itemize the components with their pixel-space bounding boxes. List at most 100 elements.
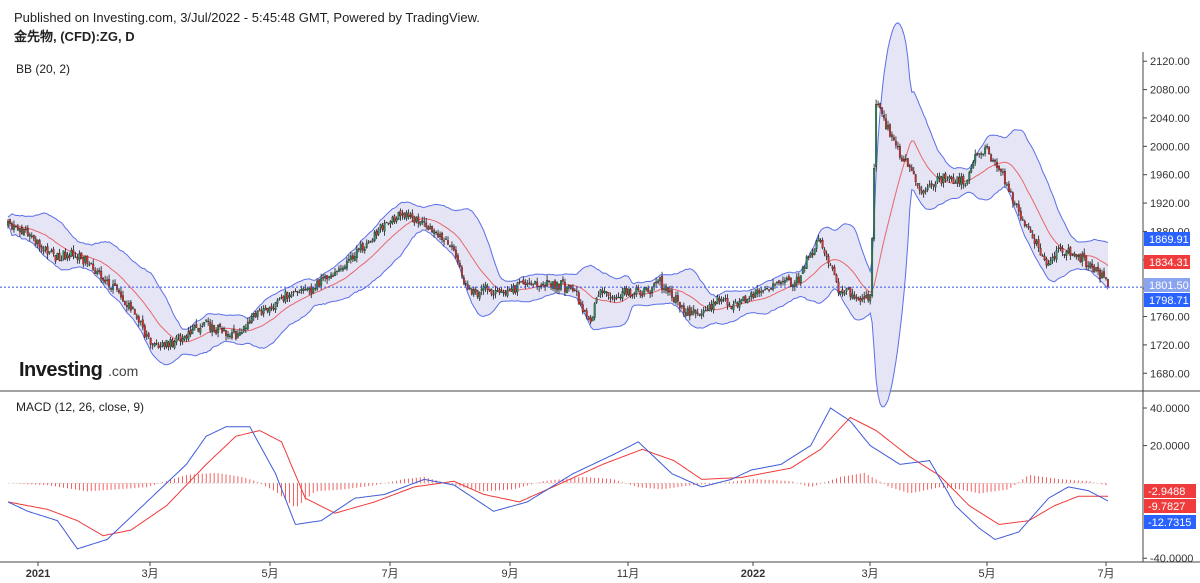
candle	[902, 155, 905, 162]
candle	[789, 277, 792, 287]
candle	[44, 245, 47, 253]
candle	[361, 241, 364, 253]
candle	[64, 248, 67, 261]
candle	[163, 341, 166, 350]
candle	[787, 274, 790, 281]
candle	[958, 172, 961, 187]
candle	[7, 219, 9, 229]
candle	[583, 309, 586, 312]
candle	[966, 179, 969, 186]
candle	[871, 237, 874, 298]
candle	[498, 287, 501, 296]
candle	[353, 252, 356, 262]
svg-text:-9.7827: -9.7827	[1148, 501, 1185, 513]
value-tags: 1869.91 1834.31 1801.50 1798.71 -2.9488 -9.78…	[1144, 232, 1196, 529]
candle	[659, 276, 662, 286]
candle	[488, 288, 491, 292]
candle	[1019, 207, 1022, 222]
candle	[286, 291, 289, 302]
candle	[357, 247, 360, 253]
time-tick-label: 3月	[861, 568, 878, 580]
candle	[649, 289, 652, 298]
candle	[643, 286, 646, 297]
candle	[986, 143, 989, 150]
candle	[141, 315, 144, 331]
candle	[827, 253, 830, 269]
candle	[674, 291, 677, 305]
candle	[183, 335, 186, 342]
candle	[1073, 251, 1076, 258]
candle	[655, 277, 658, 288]
candle	[597, 291, 600, 297]
candle	[869, 294, 872, 305]
candle	[98, 267, 101, 275]
candle	[244, 324, 247, 333]
candle	[680, 304, 683, 310]
candle	[1061, 245, 1064, 257]
candle	[740, 298, 743, 305]
candle	[821, 237, 824, 250]
candle	[783, 277, 786, 286]
candle	[437, 229, 440, 238]
candle	[558, 283, 560, 294]
time-tick-label: 9月	[501, 568, 518, 580]
candle	[920, 185, 923, 195]
candle	[203, 322, 206, 327]
candle	[548, 280, 551, 284]
price-tick-label: 1960.00	[1150, 170, 1190, 182]
candle	[760, 287, 763, 297]
candle	[1097, 262, 1100, 276]
candle	[720, 296, 723, 305]
candle	[177, 333, 180, 340]
candle	[841, 285, 844, 297]
candle	[934, 181, 937, 192]
candle	[982, 153, 985, 157]
candle	[413, 215, 416, 226]
candle	[173, 339, 176, 350]
candle	[692, 305, 695, 316]
candle	[1087, 261, 1090, 271]
candle	[377, 227, 380, 236]
candle	[629, 288, 632, 299]
candle	[1067, 244, 1070, 255]
candle	[891, 131, 893, 142]
candle	[58, 248, 61, 262]
candle	[1099, 268, 1102, 283]
published-info: Published on Investing.com, 3/Jul/2022 -…	[14, 10, 480, 25]
candle	[191, 324, 194, 335]
candle	[240, 328, 243, 335]
candle	[227, 330, 229, 340]
candle	[52, 246, 55, 257]
candle	[213, 324, 216, 334]
candle	[807, 255, 810, 261]
candle	[522, 276, 525, 285]
candle	[1049, 256, 1052, 266]
candle	[127, 300, 130, 311]
time-axis: 2021 3月 5月 7月 9月 11月 2022 3月 5月 7月	[26, 562, 1115, 580]
time-tick-label: 3月	[141, 568, 158, 580]
candle	[70, 247, 73, 257]
candle	[238, 327, 241, 337]
candle	[809, 252, 812, 258]
candle	[984, 144, 987, 157]
candle	[867, 291, 870, 303]
candle	[351, 252, 354, 263]
price-tick-label: 2000.00	[1150, 141, 1190, 153]
candle	[595, 297, 598, 304]
price-tick-label: 2080.00	[1150, 85, 1190, 97]
candlesticks	[7, 99, 1109, 351]
candle	[1085, 255, 1088, 270]
candle	[187, 327, 190, 342]
candle	[1043, 252, 1046, 262]
candle	[730, 305, 733, 310]
candle	[456, 253, 459, 265]
candle	[217, 324, 220, 338]
candle	[1053, 251, 1056, 262]
time-tick-label: 11月	[617, 568, 639, 580]
candle	[474, 286, 477, 295]
candle	[829, 262, 832, 266]
candle	[316, 279, 319, 291]
candle	[153, 342, 156, 348]
candle	[429, 223, 432, 230]
